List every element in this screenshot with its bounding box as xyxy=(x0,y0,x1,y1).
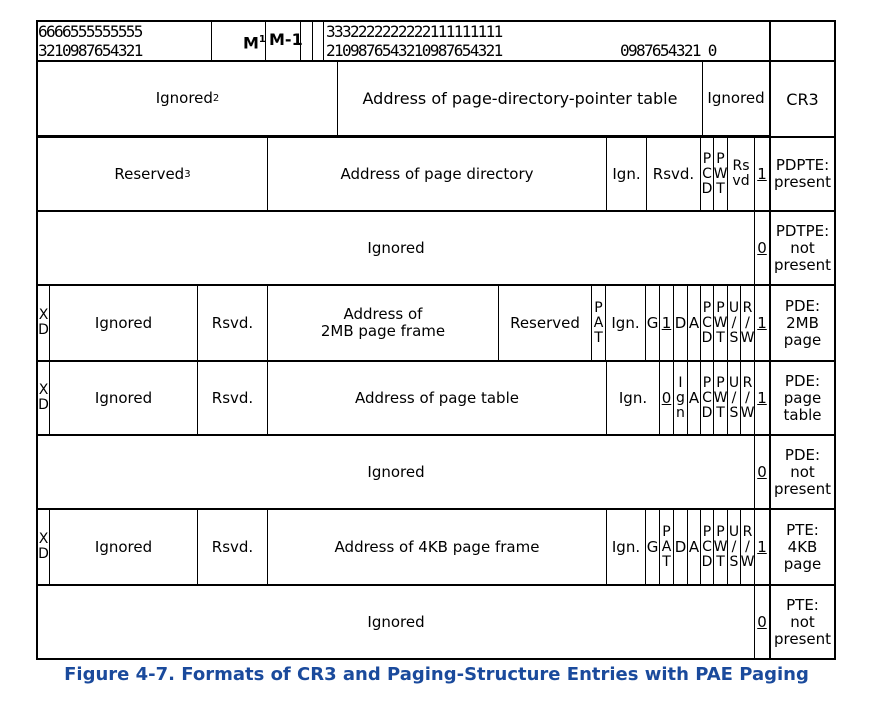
header-bits-high-top: 6666555555555 xyxy=(38,22,143,41)
header-divider-1 xyxy=(211,20,212,60)
pdpte-reserved: Reserved 3 xyxy=(38,138,268,210)
cr3-ignored: Ignored 2 xyxy=(38,62,338,136)
pdetbl-ignored: Ignored xyxy=(50,362,198,434)
pte4k-pat: P A T xyxy=(660,510,674,584)
pdetbl-us: U / S xyxy=(728,362,741,434)
pde2mb-label: PDE: 2MB page xyxy=(783,296,822,349)
pte4k-rw: R / W xyxy=(741,510,755,584)
pde2mb-d: D xyxy=(674,286,688,360)
pte4k-a: A xyxy=(688,510,701,584)
pdetbl-address: Address of page table xyxy=(268,362,607,434)
row-line-1 xyxy=(36,136,836,138)
pdetbl-pwt: P W T xyxy=(714,362,728,434)
pdetbl-pcd: P C D xyxy=(701,362,714,434)
pte-np-label: PTE: not present xyxy=(773,595,832,648)
pdpte-rsvd-bits: Rs vd xyxy=(728,138,755,210)
pdpte-pcd: P C D xyxy=(701,138,714,210)
pte4k-ign: Ign. xyxy=(607,510,646,584)
pdpte-np-label: PDTPE: not present xyxy=(773,221,832,274)
pte4k-pwt: P W T xyxy=(714,510,728,584)
pde2mb-rw: R / W xyxy=(741,286,755,360)
pde2mb-pat: P A T xyxy=(592,286,606,360)
row-line-6 xyxy=(36,508,836,510)
pdpte-address: Address of page directory xyxy=(268,138,607,210)
row-line-2 xyxy=(36,210,836,212)
pte4k-address: Address of 4KB page frame xyxy=(268,510,607,584)
pte-np-present-bit: 0 xyxy=(757,612,767,631)
pdpte-present-label: PDPTE: present xyxy=(773,156,832,191)
row-line-3 xyxy=(36,284,836,286)
pde-np-label: PDE: not present xyxy=(773,445,832,498)
pte4k-label: PTE: 4KB page xyxy=(783,520,822,573)
pte4k-ignored: Ignored xyxy=(50,510,198,584)
cr3-label: CR3 xyxy=(786,89,819,109)
pde-np-ignored: Ignored xyxy=(38,436,755,508)
pde2mb-reserved: Reserved xyxy=(499,286,592,360)
pdpte-np-ignored: Ignored xyxy=(38,212,755,284)
pte4k-xd: X D xyxy=(38,510,50,584)
pdpte-present-bit: 1 xyxy=(757,164,767,183)
header-divider-2 xyxy=(265,20,266,60)
pdpte-ign: Ign. xyxy=(607,138,647,210)
row-line-7 xyxy=(36,584,836,586)
pte4k-g: G xyxy=(646,510,660,584)
pde2mb-rsvd: Rsvd. xyxy=(198,286,268,360)
pdetbl-present-bit: 1 xyxy=(757,388,767,407)
cr3-address: Address of page-directory-pointer table xyxy=(338,62,703,136)
pde2mb-ignored: Ignored xyxy=(50,286,198,360)
figure-caption: Figure 4-7. Formats of CR3 and Paging-St… xyxy=(64,664,809,685)
pdetbl-label: PDE: page table xyxy=(783,371,822,424)
pdetbl-ign-bit: I g n xyxy=(674,362,688,434)
pdetbl-rsvd: Rsvd. xyxy=(198,362,268,434)
header-bits-high-bottom: 3210987654321 xyxy=(38,41,143,60)
pde2mb-address: Address of 2MB page frame xyxy=(268,286,499,360)
pde2mb-present-bit: 1 xyxy=(757,313,767,332)
header-bits-low-bottom: 2109876543210987654321 xyxy=(326,41,503,60)
pde2mb-pcd: P C D xyxy=(701,286,714,360)
pte4k-present-bit: 1 xyxy=(757,537,767,556)
pde2mb-xd: X D xyxy=(38,286,50,360)
pdetbl-xd: X D xyxy=(38,362,50,434)
pdpte-pwt: P W T xyxy=(714,138,728,210)
pdpte-np-present-bit: 0 xyxy=(757,238,767,257)
pde2mb-ps: 1 xyxy=(660,286,674,360)
pte-np-ignored: Ignored xyxy=(38,586,755,658)
pde2mb-a: A xyxy=(688,286,701,360)
pte4k-us: U / S xyxy=(728,510,741,584)
header-bits-low-tail: 0987654321 0 xyxy=(620,41,717,60)
pte4k-d: D xyxy=(674,510,688,584)
pdetbl-rw: R / W xyxy=(741,362,755,434)
cr3-ignored-low: Ignored xyxy=(703,62,769,136)
pde2mb-pwt: P W T xyxy=(714,286,728,360)
header-m-minus-1: M-1 xyxy=(269,30,303,49)
pde2mb-g: G xyxy=(646,286,660,360)
row-line-4 xyxy=(36,360,836,362)
header-bits-low-top: 3332222222222111111111 xyxy=(326,22,503,41)
row-line-5 xyxy=(36,434,836,436)
table-frame xyxy=(36,20,836,660)
pdetbl-a: A xyxy=(688,362,701,434)
pdpte-rsvd: Rsvd. xyxy=(647,138,701,210)
pde2mb-us: U / S xyxy=(728,286,741,360)
header-divider-3 xyxy=(300,20,301,60)
header-m: M1 xyxy=(243,33,266,53)
pde2mb-ign: Ign. xyxy=(606,286,646,360)
pdetbl-ps: 0 xyxy=(660,362,674,434)
pte4k-pcd: P C D xyxy=(701,510,714,584)
pdetbl-ign: Ign. xyxy=(607,362,660,434)
label-column-divider xyxy=(769,20,771,660)
pte4k-rsvd: Rsvd. xyxy=(198,510,268,584)
header-divider-4 xyxy=(312,20,313,60)
header-bottom-line xyxy=(36,60,836,62)
pde-np-present-bit: 0 xyxy=(757,462,767,481)
header-divider-5 xyxy=(323,20,324,60)
